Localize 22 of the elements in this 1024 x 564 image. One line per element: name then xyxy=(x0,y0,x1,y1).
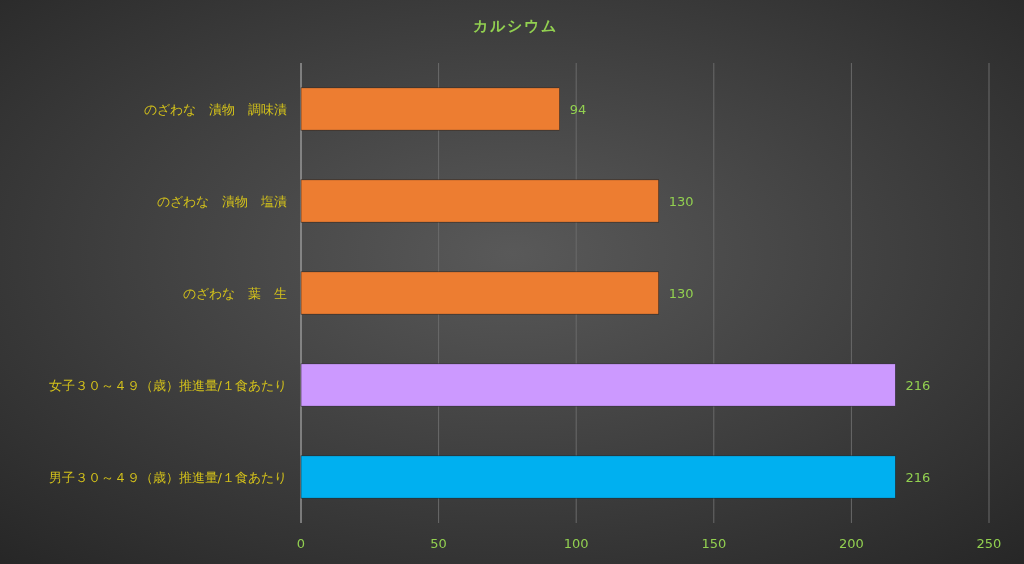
x-tick-label: 50 xyxy=(430,536,447,551)
y-tick-label: のざわな 漬物 調味漬 xyxy=(144,102,287,117)
x-tick-label: 100 xyxy=(563,536,589,551)
x-tick-label: 0 xyxy=(296,536,306,551)
data-label: 216 xyxy=(905,378,931,393)
bar xyxy=(300,455,896,499)
y-tick-label: のざわな 漬物 塩漬 xyxy=(157,194,287,209)
x-tick-label: 150 xyxy=(701,536,727,551)
y-tick-label: のざわな 葉 生 xyxy=(183,286,287,301)
data-label: 216 xyxy=(905,470,931,485)
bar xyxy=(300,87,560,131)
x-tick-label: 250 xyxy=(976,536,1002,551)
bar xyxy=(300,271,660,315)
chart-title: カルシウム xyxy=(472,17,558,35)
bar xyxy=(300,363,896,407)
data-label: 94 xyxy=(569,102,587,117)
y-tick-label: 女子３０～４９（歳）推進量/１食あたり xyxy=(48,378,287,393)
data-label: 130 xyxy=(668,194,694,209)
bar xyxy=(300,179,660,223)
y-tick-label: 男子３０～４９（歳）推進量/１食あたり xyxy=(48,470,287,485)
data-label: 130 xyxy=(668,286,694,301)
x-tick-label: 200 xyxy=(838,536,864,551)
